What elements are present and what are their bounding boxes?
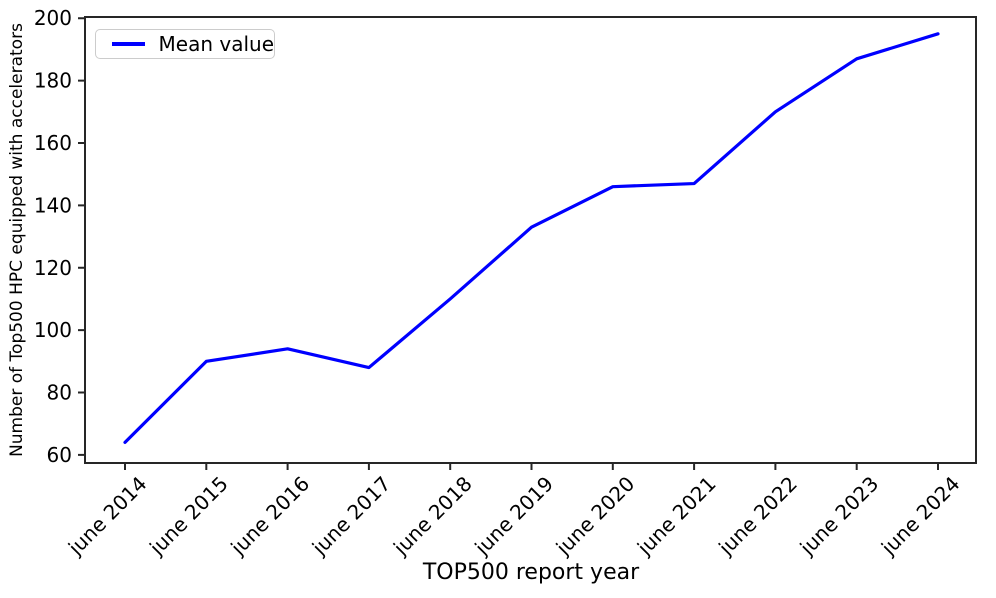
y-tick-label: 140 [34,193,72,217]
legend-label: Mean value [158,32,274,56]
x-tick-label: june 2023 [795,472,884,561]
legend-line-sample [112,42,145,46]
y-tick-label: 180 [34,69,72,93]
x-tick-label: june 2018 [388,472,477,561]
legend: Mean value [95,29,275,59]
x-tick-label: june 2021 [632,472,721,561]
x-tick-label: june 2016 [225,472,314,561]
data-line-mean-value [123,32,940,445]
x-tick-label: june 2020 [551,472,640,561]
x-tick-label: june 2015 [144,472,233,561]
y-axis-label: Number of Top500 HPC equipped with accel… [7,23,27,457]
x-tick-label: june 2019 [469,472,558,561]
x-tick-label: june 2014 [63,472,152,561]
y-tick-label: 120 [34,256,72,280]
y-tick-label: 80 [47,381,72,405]
x-tick-label: june 2017 [307,472,396,561]
y-tick-label: 100 [34,318,72,342]
x-tick-label: june 2024 [876,472,965,561]
y-tick-label: 200 [34,6,72,30]
x-axis-label: TOP500 report year [422,560,640,585]
y-tick-label: 60 [47,443,72,467]
x-tick-label: june 2022 [713,472,802,561]
y-tick-label: 160 [34,131,72,155]
plot-border [84,16,977,464]
